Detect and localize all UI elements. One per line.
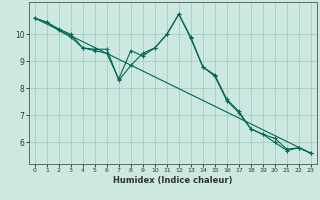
X-axis label: Humidex (Indice chaleur): Humidex (Indice chaleur)	[113, 176, 233, 185]
